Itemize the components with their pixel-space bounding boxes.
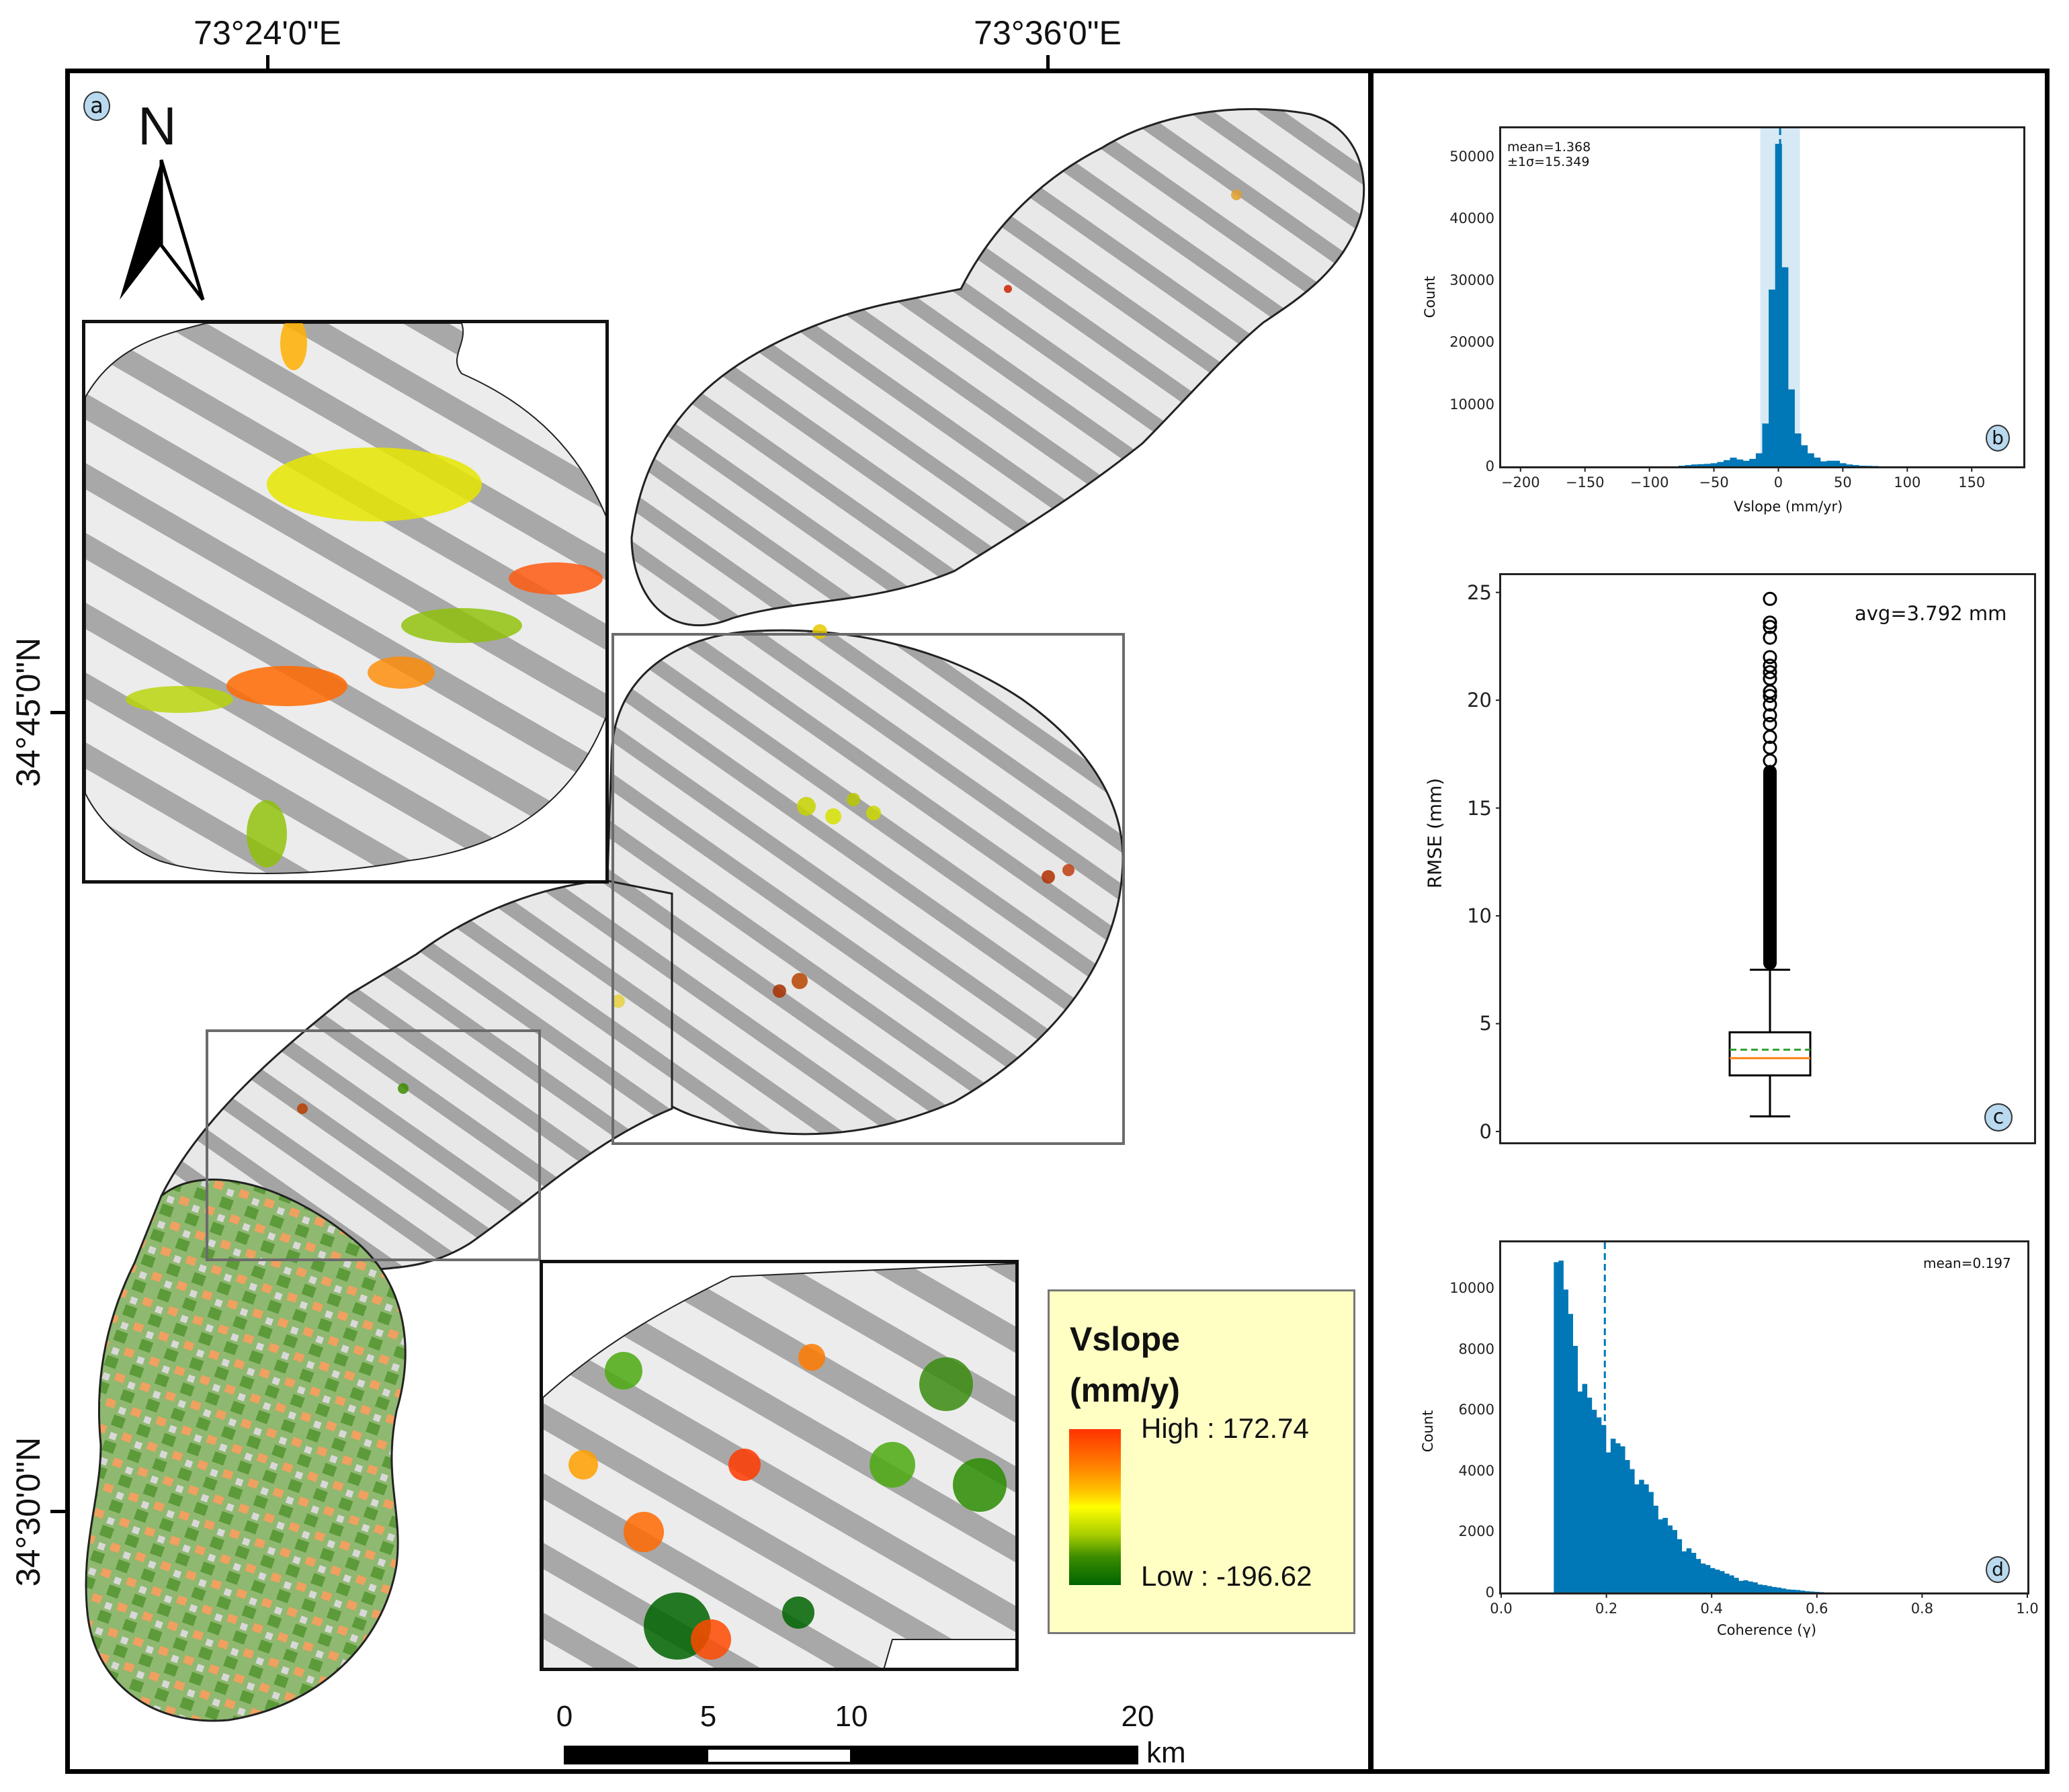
- legend-box: Vslope (mm/y) High : 172.74 Low : -196.6…: [1048, 1289, 1355, 1634]
- histogram-d-xtick: 0.2: [1595, 1601, 1618, 1617]
- histogram-d-ytick: 6000: [1458, 1402, 1494, 1418]
- histogram-d-xtick: 0.6: [1806, 1601, 1828, 1617]
- histogram-d-ytick: 2000: [1458, 1523, 1494, 1540]
- legend-color-ramp: [1069, 1429, 1121, 1585]
- panel-badge-d: d: [1986, 1556, 2010, 1583]
- histogram-b-ytick: 40000: [1449, 210, 1494, 226]
- histogram-d-ylabel: Count: [1420, 1410, 1436, 1453]
- figure-frame: [65, 69, 2050, 1774]
- histogram-b-xtick: 100: [1894, 474, 1921, 490]
- boxplot-c-ytick: 20: [1467, 689, 1492, 712]
- scale-label-5: 5: [700, 1700, 717, 1733]
- boxplot-c-axes: [1496, 573, 2036, 1144]
- histogram-b-ytick: 0: [1485, 458, 1494, 474]
- legend-low-label: Low : -196.62: [1141, 1560, 1312, 1592]
- histogram-b-xtick: 150: [1958, 474, 1986, 490]
- histogram-b-axes: [1499, 126, 2025, 472]
- boxplot-c-ytick: 10: [1467, 904, 1492, 928]
- histogram-d-ytick: 10000: [1449, 1279, 1494, 1296]
- scale-bar-white-segment: [708, 1750, 850, 1762]
- histogram-b-xtick: 50: [1834, 474, 1852, 490]
- lat-tick-34-45: [50, 711, 65, 714]
- scale-unit: km: [1146, 1736, 1186, 1769]
- histogram-b-xtick: −100: [1630, 474, 1669, 490]
- lon-label-73-24: 73°24'0"E: [194, 14, 341, 52]
- histogram-d-xlabel: Coherence (γ): [1717, 1622, 1817, 1638]
- boxplot-c-ytick: 15: [1467, 796, 1492, 820]
- legend-title: Vslope: [1070, 1320, 1180, 1358]
- histogram-b-xtick: −150: [1565, 474, 1605, 490]
- histogram-b-xtick: −50: [1699, 474, 1729, 490]
- lon-tick-73-24: [266, 55, 269, 70]
- panel-badge-b: b: [1986, 425, 2010, 452]
- panel-divider: [1368, 69, 1374, 1774]
- lon-tick-73-36: [1046, 55, 1050, 70]
- histogram-b-ytick: 50000: [1449, 148, 1494, 165]
- legend-high-label: High : 172.74: [1141, 1412, 1309, 1444]
- histogram-d-xtick: 0.8: [1910, 1601, 1934, 1617]
- scale-label-0: 0: [556, 1700, 573, 1733]
- scale-label-20: 20: [1121, 1700, 1154, 1733]
- histogram-b-xtick: −200: [1501, 474, 1540, 490]
- histogram-d-xtick: 0.4: [1700, 1601, 1723, 1617]
- inset-map-lower: [540, 1260, 1019, 1671]
- histogram-b-ylabel: Count: [1422, 275, 1438, 318]
- boxplot-c-ylabel: RMSE (mm): [1423, 777, 1446, 889]
- lat-label-34-30: 34°30'0"N: [9, 1437, 47, 1587]
- histogram-d-xtick: 0.0: [1490, 1601, 1513, 1617]
- panel-badge-c: c: [1984, 1103, 2013, 1132]
- boxplot-c-ytick: 25: [1467, 581, 1492, 604]
- histogram-d-xtick: 1.0: [2016, 1601, 2039, 1617]
- histogram-b-ytick: 30000: [1449, 272, 1494, 289]
- boxplot-c-avg-annotation: avg=3.792 mm: [1855, 602, 2007, 625]
- histogram-d-ytick: 0: [1485, 1584, 1494, 1601]
- scale-label-10: 10: [835, 1700, 868, 1733]
- histogram-b-xlabel: Vslope (mm/yr): [1734, 499, 1843, 515]
- histogram-b-sigma-annotation: ±1σ=15.349: [1507, 155, 1590, 169]
- histogram-d-ytick: 8000: [1458, 1340, 1494, 1357]
- zoom-extent-box-lower: [206, 1029, 541, 1261]
- north-label: N: [138, 96, 177, 156]
- lat-label-34-45: 34°45'0"N: [9, 637, 47, 787]
- histogram-b-ytick: 10000: [1449, 396, 1494, 413]
- inset-map-upper: [82, 320, 609, 884]
- histogram-b-ytick: 20000: [1449, 334, 1494, 351]
- panel-badge-a: a: [83, 91, 110, 121]
- boxplot-c-ytick: 5: [1479, 1012, 1492, 1035]
- legend-unit: (mm/y): [1070, 1371, 1180, 1409]
- histogram-d-axes: [1499, 1240, 2029, 1598]
- lat-tick-34-30: [50, 1510, 65, 1513]
- histogram-b-mean-annotation: mean=1.368: [1507, 140, 1591, 155]
- boxplot-c-ytick: 0: [1479, 1119, 1492, 1143]
- lon-label-73-36: 73°36'0"E: [974, 14, 1122, 52]
- zoom-extent-box-upper: [611, 633, 1125, 1145]
- histogram-d-mean-annotation: mean=0.197: [1923, 1255, 2011, 1271]
- histogram-d-ytick: 4000: [1458, 1462, 1494, 1479]
- scale-bar-body: [564, 1746, 1138, 1764]
- histogram-b-xtick: 0: [1773, 474, 1783, 490]
